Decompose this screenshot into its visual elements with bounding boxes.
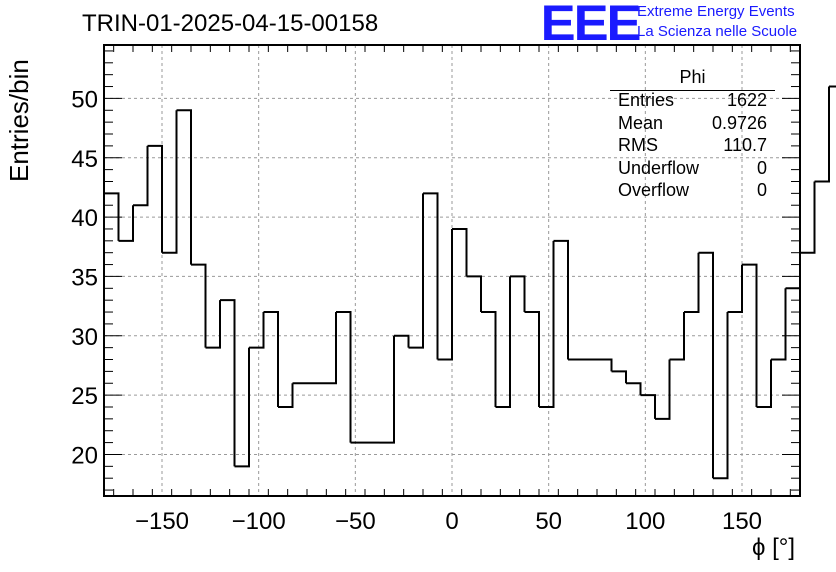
y-tick-label: 25 (71, 383, 98, 410)
histogram-bin (640, 394, 656, 419)
y-tick-label: 40 (71, 205, 98, 232)
y-tick-label: 30 (71, 324, 98, 351)
x-tick-label: −50 (335, 508, 376, 535)
x-tick-label: −150 (135, 508, 189, 535)
stats-label: RMS (618, 135, 658, 155)
histogram-bin (162, 110, 178, 254)
x-tick-label: 0 (445, 508, 458, 535)
stats-row-underflow: Underflow 0 (610, 157, 775, 180)
stats-title: Phi (679, 67, 706, 87)
histogram-bin (756, 359, 772, 408)
stats-row-rms: RMS 110.7 (610, 134, 775, 157)
histogram-bin (800, 181, 816, 254)
histogram-bin (510, 275, 526, 313)
stats-row-mean: Mean 0.9726 (610, 112, 775, 135)
x-tick-label: 50 (535, 508, 562, 535)
stats-value: 0 (756, 157, 767, 178)
stats-value: 0.9726 (711, 112, 767, 133)
histogram-bin (742, 263, 758, 407)
histogram-bin (698, 251, 714, 479)
histogram-bin (321, 312, 337, 385)
histogram-bin (133, 145, 149, 207)
histogram-bin (684, 252, 700, 314)
stats-box: Phi Entries 1622 Mean 0.9726 RMS 110.7 U… (610, 66, 775, 202)
plot-frame (103, 44, 801, 497)
histogram-bin (234, 347, 250, 468)
histogram-bin (278, 383, 294, 408)
histogram-bin (655, 359, 671, 420)
y-tick-label: 50 (71, 86, 98, 113)
histogram-bin (495, 276, 511, 408)
histogram-bin (263, 311, 279, 407)
histogram-bin (466, 275, 482, 313)
stats-row-entries: Entries 1622 (610, 89, 775, 112)
x-tick-label: 100 (625, 508, 665, 535)
histogram-bin (597, 358, 613, 372)
stats-label: Overflow (618, 180, 690, 200)
histogram-bin (437, 228, 453, 361)
histogram-bin (423, 192, 439, 360)
stats-value: 1622 (726, 90, 767, 110)
histogram-bin (713, 312, 729, 480)
y-tick-label: 35 (71, 264, 98, 291)
y-axis-label: Entries/bin (4, 59, 34, 182)
stats-label: Underflow (618, 157, 700, 178)
histogram-bin (481, 311, 497, 407)
x-axis-label: ϕ [°] (752, 534, 796, 561)
histogram-bin (118, 205, 134, 242)
histogram-bin (191, 263, 207, 348)
y-tick-label: 45 (71, 146, 98, 173)
logo-line-1: Extreme Energy Events (637, 3, 795, 20)
histogram-bin (379, 335, 395, 444)
histogram-bin (611, 370, 627, 384)
histogram-bin (539, 240, 555, 408)
histogram-bin (771, 288, 787, 361)
x-tick-label: −100 (232, 508, 286, 535)
histogram-bin (626, 382, 642, 396)
histogram-bin (727, 264, 743, 314)
histogram-bin (785, 252, 801, 290)
histogram-bin (829, 85, 836, 88)
histogram-bin (220, 299, 236, 467)
histogram-bin (553, 239, 569, 360)
stats-value: 0 (756, 180, 767, 200)
histogram-bin (452, 227, 468, 277)
x-tick-label: 150 (722, 508, 762, 535)
chart-title: TRIN-01-2025-04-15-00158 (82, 10, 379, 37)
histogram-bin (394, 334, 410, 348)
stats-row-overflow: Overflow 0 (610, 179, 775, 202)
histogram-bin (524, 311, 540, 407)
histogram-bin (104, 192, 120, 241)
stats-divider (610, 90, 775, 91)
eee-logo: EEE (540, 0, 642, 51)
histogram-bin (814, 86, 830, 183)
histogram-bin (336, 311, 352, 443)
y-tick-label: 20 (71, 442, 98, 469)
histogram-bin (408, 193, 424, 349)
histogram-bin (176, 109, 192, 265)
stats-label: Mean (618, 112, 664, 133)
histogram-bin (249, 312, 265, 349)
histogram-bin (669, 312, 685, 361)
stats-label: Entries (618, 90, 675, 110)
histogram-bin (205, 300, 221, 349)
logo-line-2: La Scienza nelle Scuole (637, 23, 798, 40)
stats-value: 110.7 (723, 135, 767, 155)
histogram-bin (147, 144, 163, 253)
